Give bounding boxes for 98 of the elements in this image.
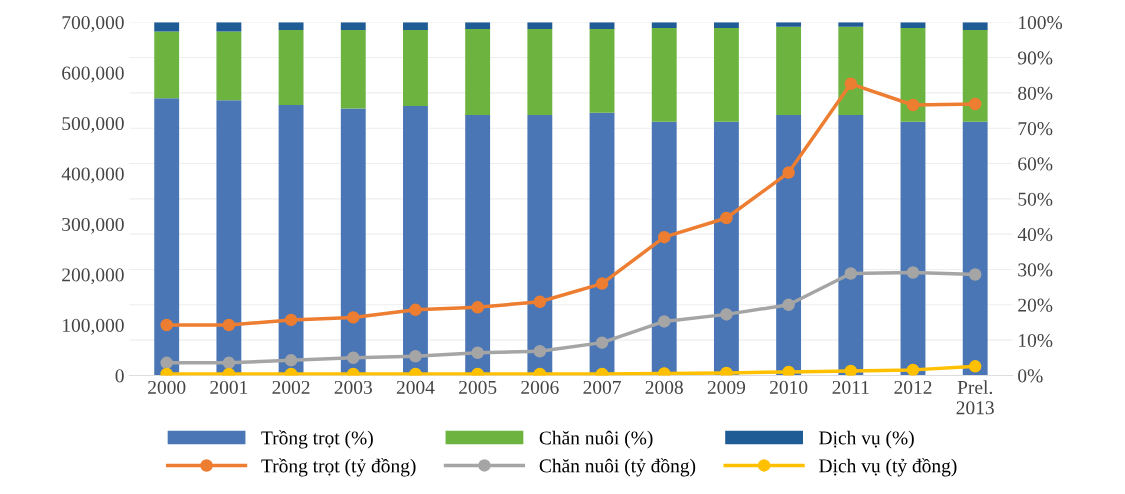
point — [347, 311, 360, 324]
bar — [776, 26, 802, 116]
bar — [403, 22, 428, 30]
bar — [900, 27, 926, 122]
y2-tick-label: 70% — [1018, 122, 1053, 136]
bar — [962, 22, 988, 30]
bar — [962, 30, 988, 122]
point — [595, 277, 609, 290]
point — [720, 366, 733, 376]
point — [844, 77, 858, 91]
x-tick-label: 2003 — [334, 380, 372, 394]
legend-label: Trồng trọt (tỷ đồng) — [261, 458, 416, 477]
y2-tick-label: 100% — [1019, 16, 1063, 30]
point — [347, 351, 360, 365]
x-tick-label: 2004 — [396, 380, 435, 394]
bar — [651, 27, 677, 122]
bar — [900, 121, 926, 376]
bar — [838, 26, 864, 116]
bar — [154, 31, 180, 99]
bar — [340, 22, 366, 30]
point — [595, 336, 609, 349]
point — [782, 166, 795, 179]
y-tick-label: 500,000 — [62, 116, 124, 133]
x-tick-label: 2009 — [707, 380, 746, 394]
x-tick-label: 2007 — [583, 380, 621, 394]
point — [284, 313, 298, 327]
legend-label: Chăn nuôi (tỷ đồng) — [539, 458, 696, 477]
point — [409, 303, 422, 317]
point — [533, 344, 547, 358]
bar — [527, 28, 553, 116]
y-tick-label: 200,000 — [62, 268, 124, 285]
y2-tick-label: 90% — [1017, 51, 1053, 65]
bar — [527, 22, 553, 29]
y2-tick-label: 30% — [1018, 263, 1053, 277]
point — [906, 98, 920, 112]
bar — [589, 28, 615, 113]
bar — [465, 28, 491, 116]
bar — [713, 27, 739, 122]
legend-label: Dịch vụ (tỷ đồng) — [819, 458, 957, 477]
point — [782, 298, 795, 312]
bar — [278, 22, 304, 30]
y2-tick-label: 10% — [1019, 333, 1053, 348]
bar — [838, 115, 864, 376]
point — [533, 295, 547, 309]
point — [906, 363, 920, 376]
bar — [340, 30, 366, 109]
point — [160, 356, 173, 370]
x-tick-label: 2011 — [832, 380, 869, 394]
y2-tick-label: 0% — [1018, 369, 1043, 383]
x-tick-label: 2001 — [210, 380, 248, 394]
y-tick-label: 400,000 — [61, 167, 124, 184]
x-tick-label: Prel. 2013 — [956, 380, 994, 415]
y-tick-label: 0 — [115, 369, 124, 383]
point — [657, 315, 671, 328]
point — [782, 365, 795, 376]
point — [222, 356, 236, 370]
point — [222, 318, 236, 332]
point — [160, 318, 173, 332]
x-tick-label: 2006 — [521, 380, 559, 394]
legend-label: Chăn nuôi (%) — [539, 430, 653, 449]
y-tick-label: 700,000 — [62, 16, 124, 32]
point — [968, 97, 982, 111]
point — [968, 268, 982, 281]
x-tick-label: 2012 — [894, 380, 932, 394]
point — [720, 308, 733, 321]
y2-tick-label: 40% — [1017, 227, 1053, 242]
y2-tick-label: 60% — [1018, 157, 1053, 171]
bar — [154, 98, 180, 376]
point — [968, 360, 982, 373]
bar — [278, 30, 304, 105]
point — [657, 230, 671, 244]
x-tick-label: 2005 — [459, 380, 497, 394]
point — [844, 267, 858, 280]
point — [409, 350, 422, 363]
y-tick-label: 300,000 — [62, 217, 124, 234]
bar — [403, 30, 428, 106]
point — [720, 211, 733, 225]
bar — [776, 115, 802, 376]
x-tick-label: 2010 — [770, 380, 808, 394]
point — [471, 346, 484, 359]
bar — [216, 31, 242, 101]
point — [906, 266, 920, 279]
point — [471, 301, 484, 314]
point — [844, 364, 858, 376]
bar — [465, 22, 491, 29]
y2-tick-label: 50% — [1018, 192, 1053, 206]
x-tick-label: 2002 — [272, 380, 310, 394]
y-tick-label: 100,000 — [63, 318, 124, 335]
y2-tick-label: 20% — [1018, 298, 1053, 312]
bar — [962, 121, 988, 376]
x-tick-label: 2000 — [148, 380, 186, 394]
point — [284, 354, 298, 367]
legend-label: Trồng trọt (%) — [261, 430, 373, 449]
legend-label: Dịch vụ (%) — [819, 430, 914, 449]
bar — [713, 121, 739, 376]
x-tick-label: 2008 — [645, 380, 683, 394]
y2-tick-label: 80% — [1018, 86, 1053, 100]
y-tick-label: 600,000 — [62, 66, 124, 83]
